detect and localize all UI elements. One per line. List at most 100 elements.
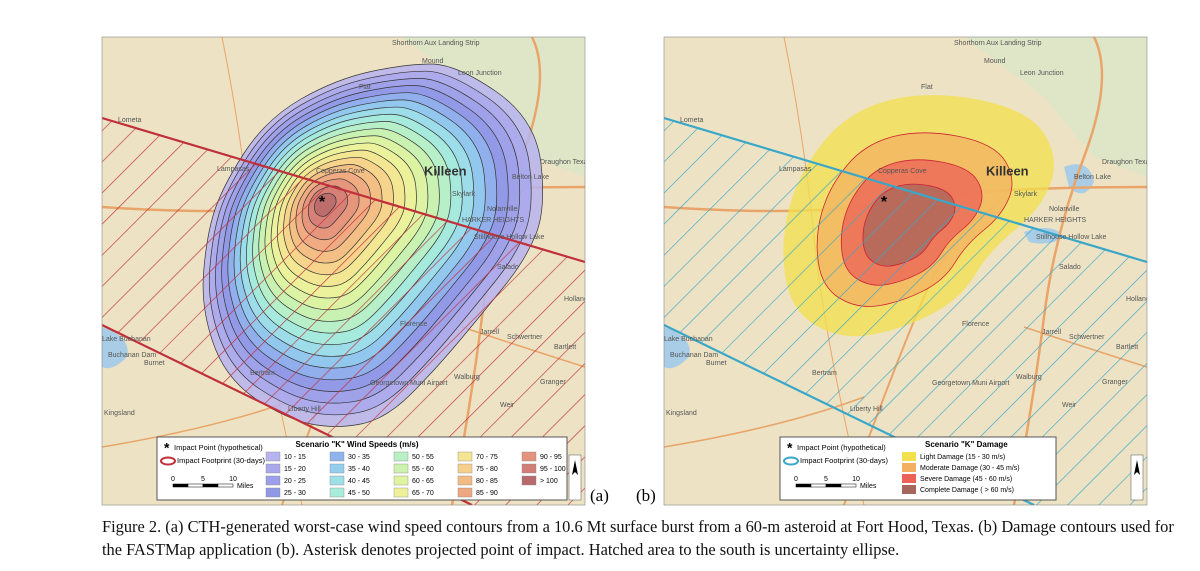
map: Shorthorn Aux Landing Strip Killeen Skylar…: [102, 37, 588, 505]
place-label: Shorthorn Aux Landing Strip: [954, 40, 1042, 47]
scale-bar: [217, 483, 234, 488]
legend-label: 35 - 40: [348, 466, 370, 473]
north-arrow-box: [1130, 454, 1144, 501]
map: Shorthorn Aux Landing Strip Killeen Skylar…: [664, 37, 1147, 505]
legend-label: 45 - 50: [348, 490, 370, 497]
place-label: Burnet: [706, 360, 727, 367]
place-label: Buchanan Dam: [108, 352, 156, 359]
place-label: Florence: [962, 321, 989, 328]
legend-label: 30 - 35: [348, 454, 370, 461]
place-label: Kingsland: [666, 410, 697, 417]
legend-ellipse: [783, 456, 799, 466]
scale-bar: [810, 483, 827, 488]
legend-swatch: [393, 451, 409, 462]
place-label: Walburg: [454, 374, 480, 381]
legend-swatch: [265, 487, 281, 498]
legend-swatch: [329, 475, 345, 486]
legend-swatch: [329, 451, 345, 462]
legend-ellipse: [160, 456, 176, 466]
lake: [664, 327, 690, 369]
impact-point: *: [319, 194, 326, 211]
place-label: Shorthorn Aux Landing Strip: [392, 40, 480, 47]
place-label: HARKER HEIGHTS: [462, 217, 525, 224]
legend-swatch: [265, 463, 281, 474]
place-label: Flat: [359, 84, 371, 91]
caption: Figure 2. (a) CTH-generated worst-case w…: [102, 517, 1174, 559]
legend-swatch: [457, 451, 473, 462]
place-label: Lometa: [118, 117, 141, 124]
place-label: Granger: [1102, 379, 1128, 386]
legend-label: 60 - 65: [412, 478, 434, 485]
place-label: Liberty Hill: [288, 406, 321, 413]
legend-swatch: [329, 463, 345, 474]
legend-label: 95 - 100: [540, 466, 566, 473]
place-label: Georgetown Muni Airport: [370, 380, 447, 387]
place-label: Burnet: [144, 360, 165, 367]
place-label: Killeen: [986, 163, 1029, 178]
panel-label: (a): [590, 486, 609, 505]
legend-swatch: [457, 487, 473, 498]
legend-swatch: [457, 463, 473, 474]
legend-swatch: [457, 475, 473, 486]
legend-swatch: [521, 463, 537, 474]
place-label: Walburg: [1016, 374, 1042, 381]
place-label: Stillhouse Hollow Lake: [474, 234, 545, 241]
place-label: Lake Buchanan: [664, 336, 713, 343]
place-label: Lake Buchanan: [102, 336, 151, 343]
place-label: Stillhouse Hollow Lake: [1036, 234, 1107, 241]
legend-title: Scenario "K" Damage: [925, 440, 1008, 449]
place-label: Granger: [540, 379, 566, 386]
place-label: Buchanan Dam: [670, 352, 718, 359]
legend-box: [156, 436, 568, 501]
place-label: Weir: [1062, 402, 1077, 409]
legend-label: 75 - 80: [476, 466, 498, 473]
legend-label: Moderate Damage (30 - 45 m/s): [920, 465, 1020, 472]
scale-bar: [172, 483, 189, 488]
place-label: Schwertner: [507, 334, 543, 341]
legend-swatch: [902, 452, 916, 461]
place-label: Lampasas: [779, 166, 812, 173]
scale-label: 10: [852, 476, 860, 483]
legend-label: 50 - 55: [412, 454, 434, 461]
place-label: Salado: [1059, 264, 1081, 271]
legend-label: 15 - 20: [284, 466, 306, 473]
legend-label: > 100: [540, 478, 558, 485]
place-label: Killeen: [424, 163, 467, 178]
scale-bar: [825, 483, 842, 488]
impact-point: *: [881, 194, 888, 211]
place-label: Leon Junction: [1020, 70, 1064, 77]
uncertainty-ellipse: [102, 118, 585, 505]
place-label: Copperas Cove: [878, 168, 927, 175]
place-label: Flat: [921, 84, 933, 91]
place-label: Skylark: [1014, 191, 1037, 198]
place-label: Schwertner: [1069, 334, 1105, 341]
legend-star: *: [164, 440, 170, 456]
scale-unit: Miles: [237, 483, 254, 490]
legend-label: 25 - 30: [284, 490, 306, 497]
place-label: Kingsland: [104, 410, 135, 417]
place-label: Belton Lake: [1074, 174, 1111, 181]
legend-swatch: [521, 451, 537, 462]
legend-entry: Impact Footprint (30-days): [800, 456, 888, 465]
legend-swatch: [329, 487, 345, 498]
place-label: Leon Junction: [458, 70, 502, 77]
place-label: Copperas Cove: [316, 168, 365, 175]
place-label: Holland: [564, 296, 588, 303]
lake: [1064, 164, 1094, 194]
place-label: Nolanville: [1049, 206, 1079, 213]
scale-unit: Miles: [860, 483, 877, 490]
north-arrow: [1134, 460, 1140, 475]
place-label: Salado: [497, 264, 519, 271]
place-label: Mound: [422, 58, 444, 65]
place-label: HARKER HEIGHTS: [1024, 217, 1087, 224]
place-label: Skylark: [452, 191, 475, 198]
scale-label: 5: [824, 476, 828, 483]
scale-label: 5: [201, 476, 205, 483]
legend-label: 90 - 95: [540, 454, 562, 461]
place-label: Bartlett: [554, 344, 576, 351]
legend-title: Scenario "K" Wind Speeds (m/s): [295, 440, 418, 449]
panel-label: (b): [636, 486, 656, 505]
place-label: Jarrell: [1042, 329, 1062, 336]
scale-label: 0: [794, 476, 798, 483]
